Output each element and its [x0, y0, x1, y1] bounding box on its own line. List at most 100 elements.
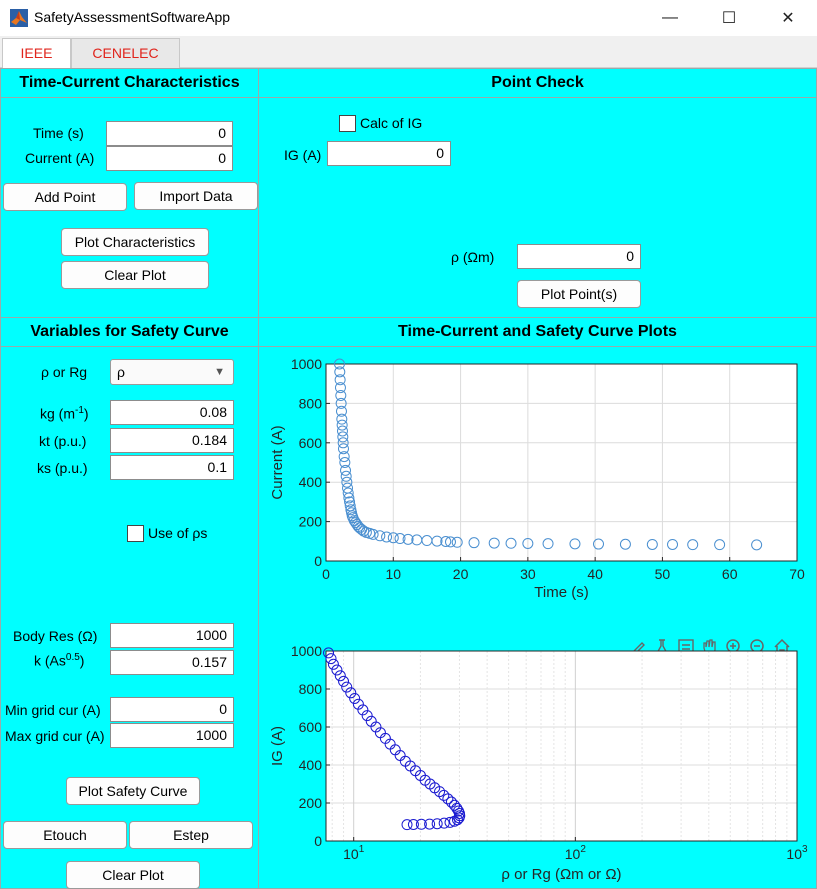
- estep-button[interactable]: Estep: [129, 821, 253, 849]
- y-tick-label: 0: [314, 553, 322, 569]
- data-point: [338, 675, 350, 687]
- kg-label: kg (m-1): [40, 405, 89, 422]
- current-field[interactable]: 0: [106, 146, 233, 171]
- k-label: k (As0.5): [34, 652, 85, 669]
- data-point: [438, 817, 450, 829]
- y-tick-label: 200: [299, 795, 323, 811]
- data-point: [646, 538, 658, 550]
- y-tick-label: 0: [314, 833, 322, 849]
- use-rhos-checkbox[interactable]: [127, 525, 144, 542]
- data-point: [449, 815, 461, 827]
- tcc-panel: Time-Current Characteristics Time (s) 0 …: [0, 68, 259, 318]
- data-point: [345, 687, 357, 699]
- y-tick-label: 400: [299, 474, 323, 490]
- kt-label: kt (p.u.): [39, 433, 87, 449]
- data-point: [468, 537, 480, 549]
- data-point: [424, 818, 436, 830]
- safety-variables-panel: Variables for Safety Curve ρ or Rg ρ ▼ k…: [0, 317, 259, 889]
- kg-field[interactable]: 0.08: [110, 400, 234, 425]
- k-field[interactable]: 0.157: [110, 650, 234, 675]
- data-point: [325, 653, 337, 665]
- calc-ig-checkbox[interactable]: [339, 115, 356, 132]
- x-tick-label: 0: [322, 566, 330, 582]
- maximize-button[interactable]: ☐: [701, 0, 757, 36]
- y-tick-label: 1000: [291, 356, 322, 372]
- time-current-chart[interactable]: 0 200 400 600 800 1000 0 10 20 30 40 50 60 70 Time (s)…: [259, 346, 817, 618]
- ks-field[interactable]: 0.1: [110, 455, 234, 480]
- data-point: [444, 536, 456, 548]
- data-point: [381, 531, 393, 543]
- rho-rg-dropdown[interactable]: ρ ▼: [110, 359, 234, 385]
- y-tick-label: 400: [299, 757, 323, 773]
- ig-label: IG (A): [284, 147, 322, 163]
- data-point: [438, 789, 450, 801]
- point-check-title: Point Check: [259, 69, 816, 98]
- max-grid-field[interactable]: 1000: [110, 723, 234, 748]
- plot-area: [326, 651, 797, 841]
- data-point: [751, 539, 763, 551]
- import-data-button[interactable]: Import Data: [134, 182, 258, 210]
- y-tick-label: 600: [299, 719, 323, 735]
- clear-characteristics-button[interactable]: Clear Plot: [61, 261, 209, 289]
- x-tick-label: 103: [786, 844, 808, 862]
- current-label: Current (A): [25, 150, 95, 166]
- ig-field[interactable]: 0: [327, 141, 451, 166]
- tab-bar: IEEE CENELEC: [0, 36, 817, 68]
- data-point: [336, 419, 348, 431]
- data-point: [349, 693, 361, 704]
- x-tick-label: 102: [565, 844, 587, 862]
- etouch-button[interactable]: Etouch: [3, 821, 127, 849]
- add-point-button[interactable]: Add Point: [3, 183, 127, 211]
- close-icon: ✕: [781, 10, 795, 27]
- use-rhos-label: Use of ρs: [148, 525, 208, 541]
- tab-ieee[interactable]: IEEE: [2, 38, 71, 68]
- data-point: [335, 397, 347, 409]
- min-grid-field[interactable]: 0: [110, 697, 234, 722]
- chevron-down-icon: ▼: [214, 366, 225, 378]
- x-tick-label: 10: [385, 566, 401, 582]
- max-grid-label: Max grid cur (A): [5, 728, 105, 744]
- y-tick-label: 800: [299, 681, 323, 697]
- data-point: [505, 537, 517, 549]
- point-check-panel: Point Check Calc of IG IG (A) 0 ρ (Ωm) 0…: [258, 68, 817, 318]
- x-tick-label: 101: [343, 844, 365, 862]
- calc-ig-label: Calc of IG: [360, 115, 423, 131]
- data-point: [337, 431, 349, 443]
- data-point: [336, 425, 348, 437]
- plot-safety-curve-button[interactable]: Plot Safety Curve: [66, 777, 200, 805]
- data-point: [339, 457, 351, 468]
- data-point: [569, 538, 581, 550]
- tcc-panel-title: Time-Current Characteristics: [1, 69, 258, 98]
- data-point: [340, 470, 352, 482]
- window-title: SafetyAssessmentSoftwareApp: [34, 9, 231, 25]
- x-tick-label: 60: [722, 566, 738, 582]
- data-point: [337, 437, 349, 449]
- data-point: [415, 818, 427, 830]
- pan-icon[interactable]: [703, 639, 716, 656]
- y-tick-label: 1000: [291, 643, 322, 659]
- data-point: [407, 818, 419, 830]
- data-point: [522, 537, 534, 549]
- rho-field[interactable]: 0: [517, 244, 641, 269]
- x-axis-label: ρ or Rg (Ωm or Ω): [501, 866, 621, 883]
- data-point: [401, 819, 413, 831]
- minimize-button[interactable]: —: [642, 0, 698, 36]
- data-point: [451, 536, 463, 548]
- x-tick-label: 20: [453, 566, 469, 582]
- plot-characteristics-button[interactable]: Plot Characteristics: [61, 228, 209, 256]
- tab-cenelec[interactable]: CENELEC: [71, 38, 180, 68]
- data-point: [334, 670, 346, 682]
- clear-safety-plot-button[interactable]: Clear Plot: [66, 861, 200, 889]
- close-button[interactable]: ✕: [760, 0, 816, 36]
- plot-points-button[interactable]: Plot Point(s): [517, 280, 641, 308]
- data-point: [334, 374, 346, 386]
- body-res-field[interactable]: 1000: [110, 623, 234, 648]
- kt-field[interactable]: 0.184: [110, 428, 234, 453]
- data-point: [593, 538, 605, 550]
- safety-curve-chart[interactable]: 0 200 400 600 800 1000 101 102 103 ρ or Rg (Ωm or…: [259, 638, 817, 889]
- data-point: [687, 539, 699, 551]
- safety-variables-title: Variables for Safety Curve: [1, 318, 258, 347]
- x-tick-label: 30: [520, 566, 536, 582]
- time-field[interactable]: 0: [106, 121, 233, 146]
- data-point: [335, 405, 347, 417]
